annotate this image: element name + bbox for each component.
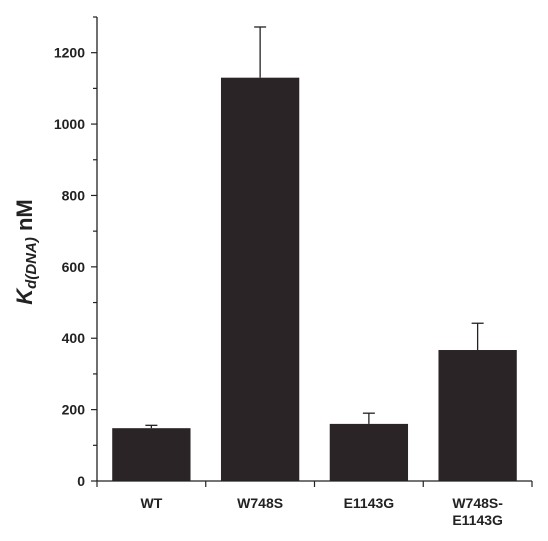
y-tick-label: 400 — [62, 330, 86, 346]
bar — [329, 423, 409, 481]
y-tick-label: 1000 — [54, 116, 85, 132]
axes: WT W748S E1143G W748S-E1143G 0 200 400 600 800 10… — [54, 16, 533, 528]
y-tick-label: 0 — [77, 473, 85, 489]
bar — [220, 77, 300, 482]
plot-area — [112, 26, 517, 482]
x-tick-label: W748S-E1143G — [452, 495, 503, 528]
x-tick-label: WT — [140, 495, 162, 511]
y-tick-label: 800 — [62, 187, 86, 203]
bar — [438, 350, 517, 481]
y-tick-label: 1200 — [54, 45, 85, 61]
y-axis-label-subscript: d(DNA) — [23, 237, 40, 289]
x-tick-label: W748S — [237, 495, 283, 511]
y-tick-label: 600 — [62, 259, 86, 275]
y-axis-label: Kd(DNA) nM — [12, 199, 40, 304]
x-tick-label: E1143G — [344, 495, 395, 511]
y-axis-label-unit: nM — [12, 199, 37, 237]
y-axis-label-symbol: K — [12, 287, 37, 305]
y-tick-label: 200 — [62, 402, 86, 418]
bar — [112, 428, 191, 481]
